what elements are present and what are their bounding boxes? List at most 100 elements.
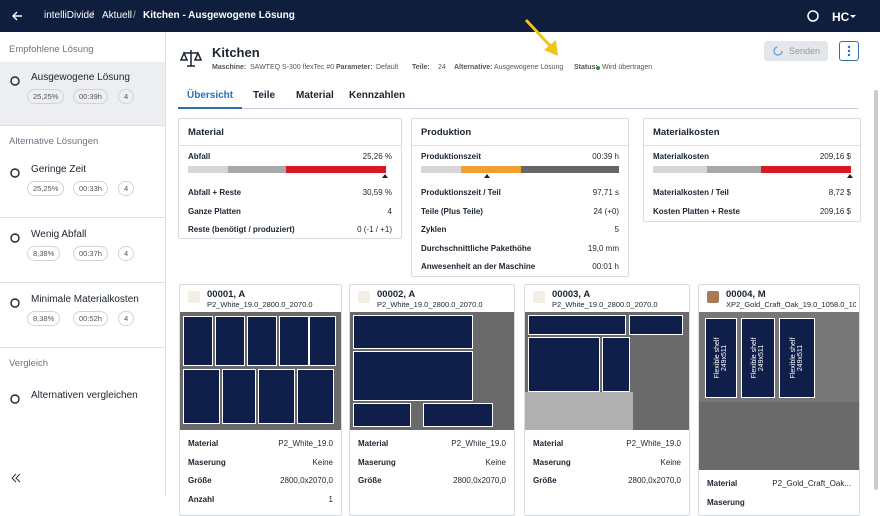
row-label: Abfall + Reste bbox=[188, 188, 242, 197]
tab[interactable]: Teile bbox=[253, 90, 276, 101]
plate-card[interactable]: 00004, M XP2_Gold_Craft_Oak_19.0_1058.0_1… bbox=[698, 284, 860, 516]
breadcrumb-current: Kitchen - Ausgewogene Lösung bbox=[143, 10, 295, 21]
stat-card: Material Abfall 25,26 % Abfall + Reste 30,59… bbox=[178, 118, 402, 239]
plate-swatch bbox=[533, 291, 545, 303]
chip: 4 bbox=[118, 89, 135, 104]
scrollbar[interactable] bbox=[874, 90, 878, 490]
part: Flexible shelf 249x511 bbox=[779, 318, 815, 398]
divider bbox=[0, 125, 165, 126]
menu-button[interactable] bbox=[839, 41, 859, 61]
part-label: Flexible shelf 249x511 bbox=[751, 337, 765, 379]
detail-label: Material bbox=[358, 439, 389, 448]
meta-label: Maschine: bbox=[212, 64, 247, 71]
row-label: Teile (Plus Teile) bbox=[421, 206, 483, 216]
item-label[interactable]: Ausgewogene Lösung bbox=[31, 72, 130, 83]
card-title: Materialkosten bbox=[653, 127, 720, 138]
row-label: Produktionszeit bbox=[421, 152, 482, 161]
detail-value: P2_White_19.0 bbox=[451, 439, 506, 448]
row-value: 24 (+0) bbox=[593, 206, 619, 216]
part bbox=[279, 316, 309, 366]
breadcrumb[interactable]: intelliDivide bbox=[44, 10, 95, 21]
detail-label: Material bbox=[707, 479, 738, 488]
bar-segment bbox=[761, 166, 851, 173]
plate-name: P2_White_19.0_2800.0_2070.0 bbox=[552, 300, 658, 309]
bar-marker bbox=[484, 174, 490, 178]
card-title: Produktion bbox=[421, 127, 472, 138]
detail-label: Material bbox=[533, 439, 564, 448]
divider bbox=[179, 145, 401, 146]
part bbox=[183, 316, 213, 366]
part: Flexible shelf 249x511 bbox=[705, 318, 737, 398]
stat-card: Materialkosten Materialkosten 209,16 $ Mate… bbox=[643, 118, 861, 222]
separator: / bbox=[133, 10, 136, 21]
tab-underline bbox=[178, 107, 242, 109]
plate-id: 00003, A bbox=[552, 289, 591, 300]
part bbox=[309, 316, 336, 366]
divider bbox=[412, 145, 628, 146]
row-label: Durchschnittliche Pakethöhe bbox=[421, 243, 532, 253]
plate-name: XP2_Gold_Craft_Oak_19.0_1058.0_10... bbox=[726, 300, 856, 309]
part bbox=[602, 337, 630, 392]
plate-card[interactable]: 00001, A P2_White_19.0_2800.0_2070.0 Mater… bbox=[179, 284, 342, 516]
meta-value: Wird übertragen bbox=[602, 64, 653, 71]
item-label[interactable]: Geringe Zeit bbox=[31, 164, 87, 175]
bar-segment bbox=[188, 166, 228, 173]
row-value: 4 bbox=[387, 206, 392, 216]
detail-label: Größe bbox=[188, 476, 212, 485]
send-button[interactable]: Senden bbox=[764, 41, 828, 61]
tab[interactable]: Kennzahlen bbox=[349, 90, 406, 101]
row-value: 5 bbox=[614, 225, 619, 234]
breadcrumb[interactable]: Aktuell bbox=[102, 10, 133, 21]
detail-label: Maserung bbox=[358, 457, 396, 467]
bar-segment bbox=[421, 166, 461, 173]
item-label[interactable]: Alternativen vergleichen bbox=[31, 390, 138, 401]
part bbox=[297, 369, 334, 424]
bar-segment bbox=[461, 166, 521, 173]
bar-segment bbox=[653, 166, 707, 173]
part-label: Flexible shelf 249x511 bbox=[714, 337, 728, 379]
tab[interactable]: Material bbox=[296, 90, 334, 101]
row-label: Materialkosten / Teil bbox=[653, 188, 729, 197]
icon bbox=[10, 76, 20, 86]
detail-value: 2800,0x2070,0 bbox=[453, 476, 506, 485]
detail-value: P2_White_19.0 bbox=[278, 439, 333, 448]
tab[interactable]: Übersicht bbox=[187, 90, 234, 101]
plate-id: 00002, A bbox=[377, 289, 416, 300]
plate-image bbox=[180, 312, 341, 430]
item-label[interactable]: Wenig Abfall bbox=[31, 229, 87, 240]
plate-name: P2_White_19.0_2800.0_2070.0 bbox=[207, 300, 313, 309]
separator: / bbox=[91, 10, 94, 21]
bar-segment bbox=[228, 166, 286, 173]
status-dot bbox=[596, 66, 600, 70]
plate-card[interactable]: 00003, A P2_White_19.0_2800.0_2070.0 Mater… bbox=[524, 284, 690, 516]
row-value: 25,26 % bbox=[362, 152, 392, 161]
stat-card: Produktion Produktionszeit 00:39 h Produkti… bbox=[411, 118, 629, 277]
item-icon bbox=[9, 391, 21, 404]
section-title: Alternative Lösungen bbox=[9, 136, 99, 147]
row-label: Reste (benötigt / produziert) bbox=[188, 225, 295, 234]
item-label[interactable]: Minimale Materialkosten bbox=[31, 294, 139, 305]
plate-image bbox=[525, 312, 689, 430]
row-value: 8,72 $ bbox=[828, 188, 851, 197]
plate-id: 00004, M bbox=[726, 289, 766, 300]
detail-value: Keine bbox=[660, 457, 681, 467]
part bbox=[353, 315, 473, 349]
plate-card[interactable]: 00002, A P2_White_19.0_2800.0_2070.0 Mater… bbox=[349, 284, 515, 516]
detail-value: Keine bbox=[485, 457, 506, 467]
annotation-arrow bbox=[524, 18, 558, 56]
part bbox=[215, 316, 245, 366]
detail-value: P2_White_19.0 bbox=[626, 439, 681, 448]
row-value: 97,71 s bbox=[592, 188, 619, 197]
svg-text:HC: HC bbox=[832, 10, 850, 24]
meta-label: Teile: bbox=[412, 64, 430, 71]
collapse-icon[interactable] bbox=[10, 473, 22, 483]
divider bbox=[0, 347, 165, 348]
plate-swatch bbox=[707, 291, 719, 303]
back-icon[interactable] bbox=[10, 9, 24, 23]
meta-label: Status: bbox=[574, 64, 598, 71]
row-label: Kosten Platten + Reste bbox=[653, 206, 740, 216]
user-icons[interactable]: HC bbox=[806, 9, 862, 25]
plate-image: Flexible shelf 249x511 Flexible shelf 249… bbox=[699, 312, 859, 470]
chip: 25,25% bbox=[27, 181, 65, 196]
